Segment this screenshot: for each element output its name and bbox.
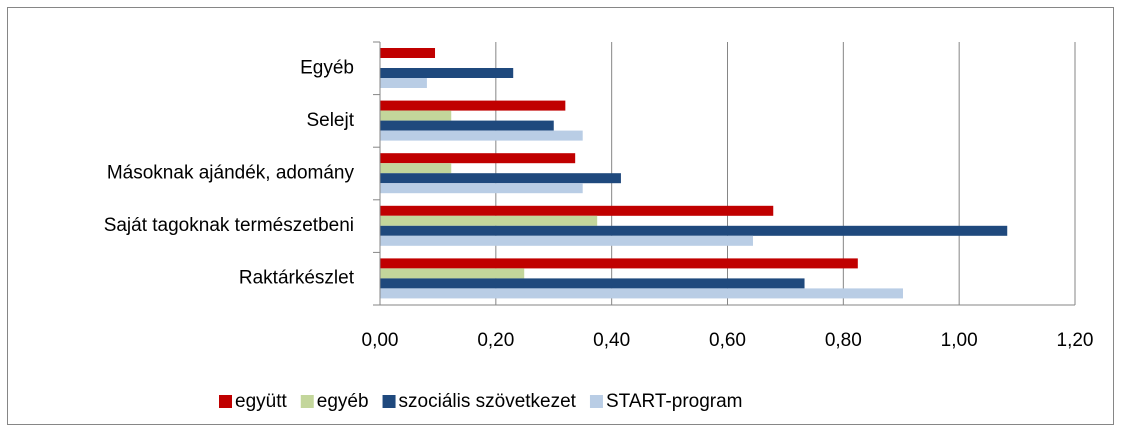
bar xyxy=(380,120,554,131)
bar xyxy=(380,215,598,226)
legend-label: egyéb xyxy=(317,391,369,412)
bar xyxy=(380,278,805,289)
legend-swatch xyxy=(219,395,232,408)
bar xyxy=(380,78,427,88)
y-tick-label: Másoknak ajándék, adomány xyxy=(107,163,355,184)
bar xyxy=(380,68,514,78)
legend-label: szociális szövetkezet xyxy=(399,391,577,412)
legend-label: együtt xyxy=(235,391,287,412)
bar xyxy=(380,235,753,246)
x-tick-label: 0,40 xyxy=(593,330,630,351)
bar xyxy=(380,258,858,269)
bar xyxy=(380,225,1008,236)
y-tick-label: Egyéb xyxy=(300,57,354,78)
y-tick-label: Selejt xyxy=(306,110,354,131)
bar xyxy=(380,130,583,141)
legend-swatch xyxy=(589,395,603,408)
bar xyxy=(380,163,452,174)
y-tick-label: Raktárkészlet xyxy=(239,268,355,289)
legend-swatch xyxy=(300,395,314,408)
x-tick-label: 0,60 xyxy=(709,330,746,351)
bar xyxy=(380,153,576,164)
bar xyxy=(380,268,525,279)
bar xyxy=(380,110,452,121)
bar xyxy=(380,100,566,111)
bar xyxy=(380,48,436,58)
y-tick-label: Saját tagoknak természetbeni xyxy=(104,215,354,236)
x-tick-label: 1,00 xyxy=(941,330,978,351)
x-tick-label: 0,20 xyxy=(477,330,514,351)
bar xyxy=(380,183,583,194)
x-tick-label: 0,80 xyxy=(825,330,862,351)
x-tick-label: 0,00 xyxy=(362,330,399,351)
legend-swatch xyxy=(382,395,396,408)
x-tick-label: 1,20 xyxy=(1057,330,1094,351)
bar xyxy=(380,205,774,216)
bar xyxy=(380,288,903,299)
bar xyxy=(380,173,621,184)
legend-label: START-program xyxy=(606,391,743,412)
